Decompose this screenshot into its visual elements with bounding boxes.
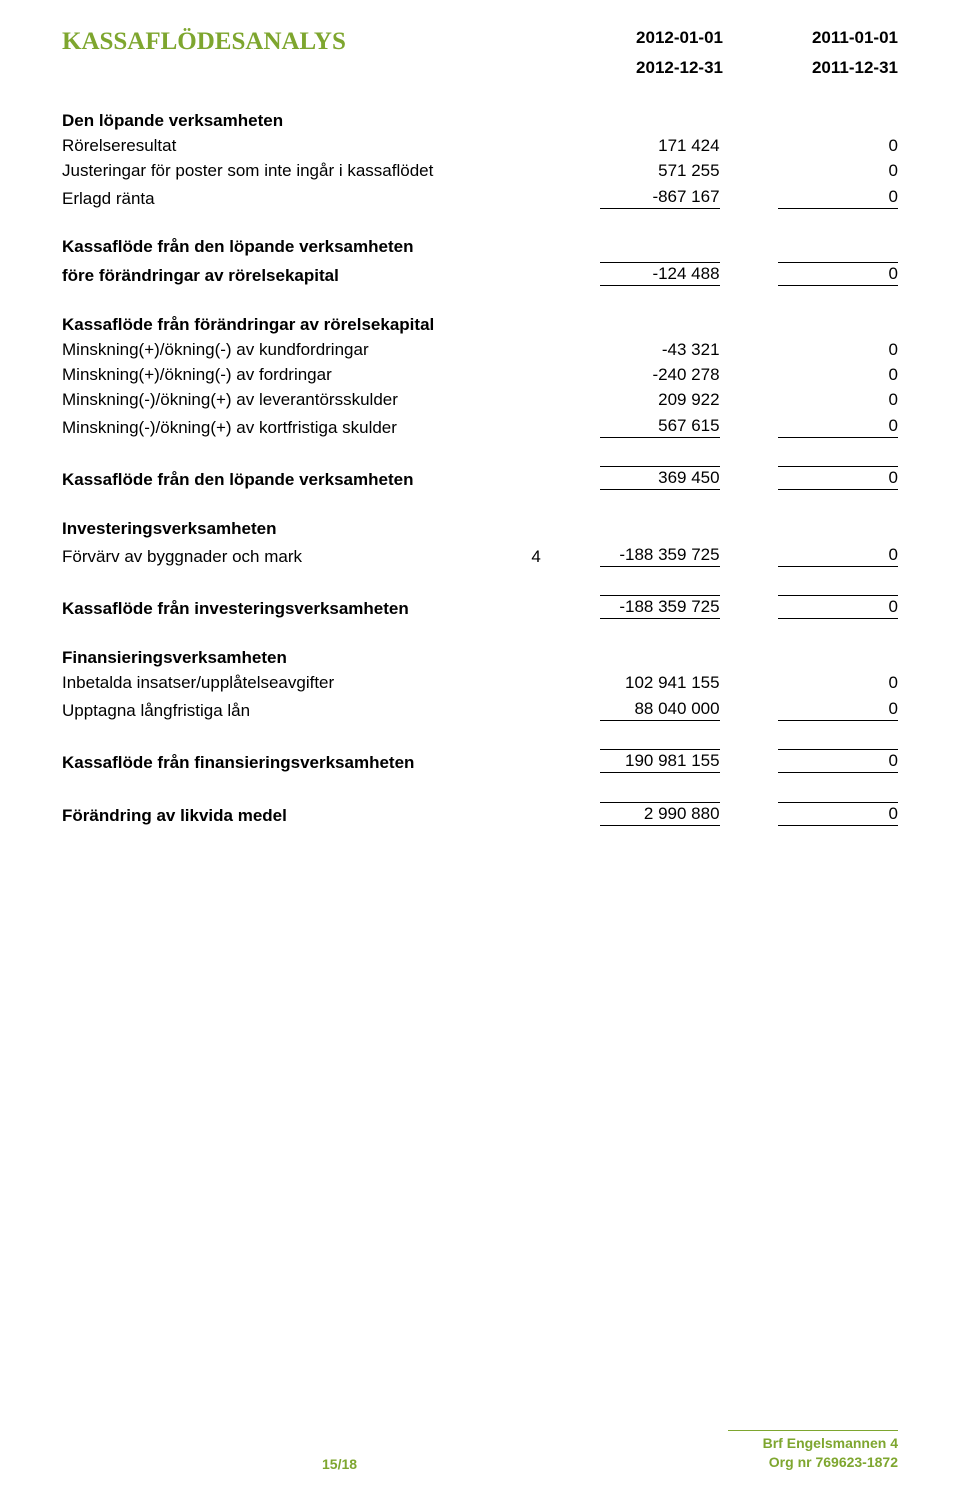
row-value-1: -188 359 725 <box>600 595 720 619</box>
row-value-1: 571 255 <box>562 158 720 183</box>
section-financing-header: Finansieringsverksamheten <box>62 622 898 671</box>
row-value-1: -124 488 <box>600 262 720 286</box>
row-label: Kassaflöde från den löpande verksamheten <box>62 211 511 260</box>
col1-end-date: 2012-12-31 <box>568 58 723 78</box>
row-value-1: 190 981 155 <box>600 749 720 773</box>
row-label: före förändringar av rörelsekapital <box>62 260 511 289</box>
row-investing-total: Kassaflöde från investeringsverksamheten… <box>62 569 898 622</box>
row-label: Minskning(-)/ökning(+) av leverantörssku… <box>62 387 511 412</box>
page-footer: 15/18 Brf Engelsmannen 4 Org nr 769623-1… <box>62 1430 898 1472</box>
row-fordringar: Minskning(+)/ökning(-) av fordringar -24… <box>62 362 898 387</box>
row-value-2: 0 <box>720 670 898 695</box>
row-financing-total: Kassaflöde från finansieringsverksamhete… <box>62 723 898 776</box>
row-rorelseresultat: Rörelseresultat 171 424 0 <box>62 133 898 158</box>
cashflow-table: Den löpande verksamheten Rörelseresultat… <box>62 108 898 828</box>
row-value-2: 0 <box>778 802 898 826</box>
col1-start-date: 2012-01-01 <box>568 28 723 56</box>
col2-start-date: 2011-01-01 <box>723 28 898 56</box>
row-value-2: 0 <box>778 749 898 773</box>
row-value-2: 0 <box>720 362 898 387</box>
row-value-1: -240 278 <box>562 362 720 387</box>
row-value-2: 0 <box>778 544 898 567</box>
row-value-2: 0 <box>720 387 898 412</box>
page-number: 15/18 <box>322 1456 357 1472</box>
row-value-2: 0 <box>778 415 898 438</box>
row-label: Upptagna långfristiga lån <box>62 695 511 723</box>
row-value-2: 0 <box>778 698 898 721</box>
header-sub-dates: 2012-12-31 2011-12-31 <box>62 58 898 78</box>
footer-org-name: Brf Engelsmannen 4 <box>728 1434 898 1453</box>
row-erlagd-ranta: Erlagd ränta -867 167 0 <box>62 183 898 211</box>
row-change-liquid: Förändring av likvida medel 2 990 880 0 <box>62 776 898 829</box>
row-label: Kassaflöde från den löpande verksamheten <box>62 440 511 493</box>
footer-org-nr: Org nr 769623-1872 <box>728 1453 898 1472</box>
row-value-2: 0 <box>778 466 898 490</box>
row-kundfordringar: Minskning(+)/ökning(-) av kundfordringar… <box>62 337 898 362</box>
row-leverantor: Minskning(-)/ökning(+) av leverantörssku… <box>62 387 898 412</box>
row-value-2: 0 <box>778 262 898 286</box>
row-value-1: -188 359 725 <box>600 544 720 567</box>
row-value-1: 209 922 <box>562 387 720 412</box>
row-value-1: -867 167 <box>600 186 720 209</box>
row-label: Förvärv av byggnader och mark <box>62 541 511 569</box>
section-operating-header: Den löpande verksamheten <box>62 108 898 133</box>
row-value-1: -43 321 <box>562 337 720 362</box>
row-insatser: Inbetalda insatser/upplåtelseavgifter 10… <box>62 670 898 695</box>
row-label: Förändring av likvida medel <box>62 776 511 829</box>
col2-end-date: 2011-12-31 <box>723 58 898 78</box>
row-forvarv: Förvärv av byggnader och mark 4 -188 359… <box>62 541 898 569</box>
footer-org: Brf Engelsmannen 4 Org nr 769623-1872 <box>728 1430 898 1472</box>
row-label: Kassaflöde från investeringsverksamheten <box>62 569 511 622</box>
row-value-2: 0 <box>778 595 898 619</box>
row-value-1: 171 424 <box>562 133 720 158</box>
row-label: Erlagd ränta <box>62 183 511 211</box>
row-before-wc-line2: före förändringar av rörelsekapital -124… <box>62 260 898 289</box>
row-label: Minskning(-)/ökning(+) av kortfristiga s… <box>62 412 511 440</box>
row-value-1: 567 615 <box>600 415 720 438</box>
row-label: Minskning(+)/ökning(-) av fordringar <box>62 362 511 387</box>
row-label: Rörelseresultat <box>62 133 511 158</box>
row-value-1: 102 941 155 <box>562 670 720 695</box>
section-label: Investeringsverksamheten <box>62 493 511 542</box>
row-note: 4 <box>511 541 562 569</box>
row-justeringar: Justeringar för poster som inte ingår i … <box>62 158 898 183</box>
row-label: Inbetalda insatser/upplåtelseavgifter <box>62 670 511 695</box>
row-value-1: 2 990 880 <box>600 802 720 826</box>
row-before-wc-line1: Kassaflöde från den löpande verksamheten <box>62 211 898 260</box>
row-operating-total: Kassaflöde från den löpande verksamheten… <box>62 440 898 493</box>
section-label: Den löpande verksamheten <box>62 108 511 133</box>
header-row: KASSAFLÖDESANALYS 2012-01-01 2011-01-01 <box>62 28 898 56</box>
row-value-1: 88 040 000 <box>600 698 720 721</box>
row-value-1: 369 450 <box>600 466 720 490</box>
row-label: Justeringar för poster som inte ingår i … <box>62 158 511 183</box>
row-label: Minskning(+)/ökning(-) av kundfordringar <box>62 337 511 362</box>
page-title: KASSAFLÖDESANALYS <box>62 28 568 56</box>
row-value-2: 0 <box>720 158 898 183</box>
row-value-2: 0 <box>720 133 898 158</box>
row-label: Kassaflöde från finansieringsverksamhete… <box>62 723 511 776</box>
section-label: Kassaflöde från förändringar av rörelsek… <box>62 289 511 338</box>
row-kortfristiga: Minskning(-)/ökning(+) av kortfristiga s… <box>62 412 898 440</box>
row-value-2: 0 <box>720 337 898 362</box>
row-langlan: Upptagna långfristiga lån 88 040 000 0 <box>62 695 898 723</box>
row-value-2: 0 <box>778 186 898 209</box>
section-wc-header: Kassaflöde från förändringar av rörelsek… <box>62 289 898 338</box>
section-label: Finansieringsverksamheten <box>62 622 511 671</box>
section-investing-header: Investeringsverksamheten <box>62 493 898 542</box>
